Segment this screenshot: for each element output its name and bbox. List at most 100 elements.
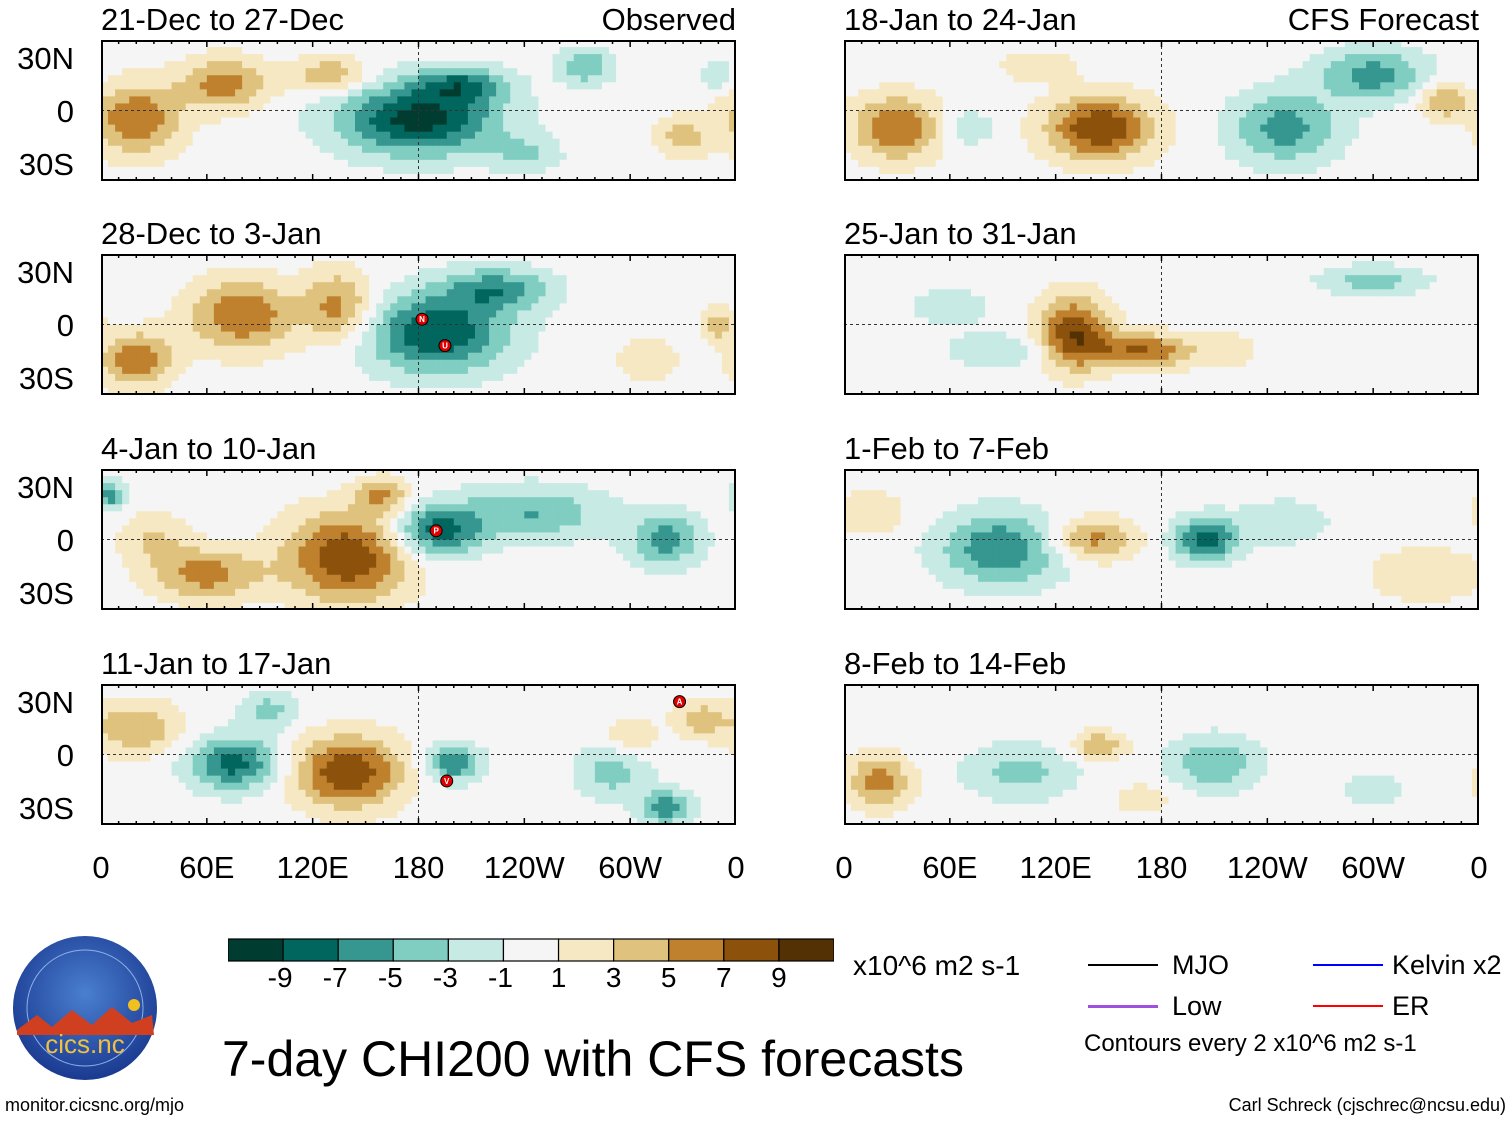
field-cell xyxy=(220,553,229,562)
field-cell xyxy=(446,504,455,512)
field-cell xyxy=(178,61,187,69)
field-cell xyxy=(312,324,321,333)
field-cell xyxy=(242,47,250,55)
field-cell xyxy=(249,345,257,354)
field-cell xyxy=(178,567,187,576)
field-cell xyxy=(559,324,568,333)
field-cell xyxy=(418,525,427,534)
field-cell xyxy=(277,268,286,276)
field-cell xyxy=(284,553,293,562)
field-cell xyxy=(510,145,518,154)
field-cell xyxy=(566,47,575,55)
field-cell xyxy=(651,68,659,76)
field-cell xyxy=(686,296,695,304)
field-cell xyxy=(270,567,278,576)
field-cell xyxy=(235,387,243,395)
field-cell xyxy=(192,490,201,498)
field-cell xyxy=(672,173,681,181)
field-cell xyxy=(594,117,603,126)
field-cell xyxy=(453,145,462,154)
field-cell xyxy=(531,387,540,395)
field-cell xyxy=(270,546,278,555)
field-cell xyxy=(552,40,561,48)
field-cell xyxy=(700,40,709,48)
field-cell xyxy=(665,47,674,55)
field-cell xyxy=(446,68,455,76)
field-cell xyxy=(242,469,250,477)
field-cell xyxy=(355,373,363,382)
field-cell xyxy=(143,338,151,347)
field-cell xyxy=(376,68,384,76)
field-cell xyxy=(340,366,349,375)
field-cell xyxy=(665,82,674,90)
field-cell xyxy=(185,47,194,55)
field-cell xyxy=(545,75,554,83)
field-cell xyxy=(453,152,462,161)
field-cell xyxy=(390,366,398,375)
field-cell xyxy=(171,159,180,168)
field-cell xyxy=(220,338,229,347)
field-cell xyxy=(700,338,709,347)
field-cell xyxy=(425,261,434,269)
field-cell xyxy=(439,173,448,181)
field-cell xyxy=(714,145,723,154)
field-cell xyxy=(164,68,173,76)
field-cell xyxy=(263,124,271,133)
field-cell xyxy=(467,275,476,283)
field-cell xyxy=(199,553,208,562)
field-cell xyxy=(108,546,116,555)
field-cell xyxy=(623,387,631,395)
field-cell xyxy=(573,145,582,154)
field-cell xyxy=(333,518,342,526)
field-cell xyxy=(347,483,356,491)
field-cell xyxy=(333,110,342,119)
field-cell xyxy=(284,261,293,269)
field-cell xyxy=(263,159,271,168)
field-cell xyxy=(609,131,617,140)
field-cell xyxy=(383,117,391,126)
field-cell xyxy=(305,588,314,597)
colorbar-swatch xyxy=(778,938,834,962)
field-cell xyxy=(284,159,293,168)
field-cell xyxy=(545,145,554,154)
field-cell xyxy=(369,289,377,297)
field-cell xyxy=(594,254,603,262)
field-cell xyxy=(644,366,652,375)
field-cell xyxy=(157,532,166,541)
field-cell xyxy=(517,539,525,548)
field-cell xyxy=(192,497,201,505)
field-cell xyxy=(439,539,448,548)
field-cell xyxy=(263,504,271,512)
field-cell xyxy=(510,303,518,311)
field-cell xyxy=(157,68,166,76)
field-cell xyxy=(129,602,137,610)
field-cell xyxy=(143,483,151,491)
field-cell xyxy=(404,345,413,354)
field-cell xyxy=(171,387,180,395)
field-cell xyxy=(425,518,434,526)
field-cell xyxy=(446,310,455,319)
field-cell xyxy=(284,352,293,361)
field-cell xyxy=(510,366,518,375)
field-cell xyxy=(277,131,286,140)
field-cell xyxy=(108,282,116,290)
field-cell xyxy=(623,366,631,375)
field-cell xyxy=(714,317,723,326)
field-cell xyxy=(524,61,532,69)
field-cell xyxy=(489,373,497,382)
field-cell xyxy=(609,296,617,304)
field-cell xyxy=(291,490,300,498)
field-cell xyxy=(136,504,144,512)
field-cell xyxy=(136,588,144,597)
field-cell xyxy=(136,518,144,526)
field-cell xyxy=(333,124,342,133)
field-cell xyxy=(707,166,716,175)
field-cell xyxy=(298,574,307,583)
field-cell xyxy=(355,497,363,505)
field-cell xyxy=(658,131,667,140)
field-cell xyxy=(319,567,328,576)
field-cell xyxy=(609,61,617,69)
field-cell xyxy=(355,282,363,290)
field-cell xyxy=(291,373,300,382)
source-url[interactable]: monitor.cicsnc.org/mjo xyxy=(5,1095,185,1115)
